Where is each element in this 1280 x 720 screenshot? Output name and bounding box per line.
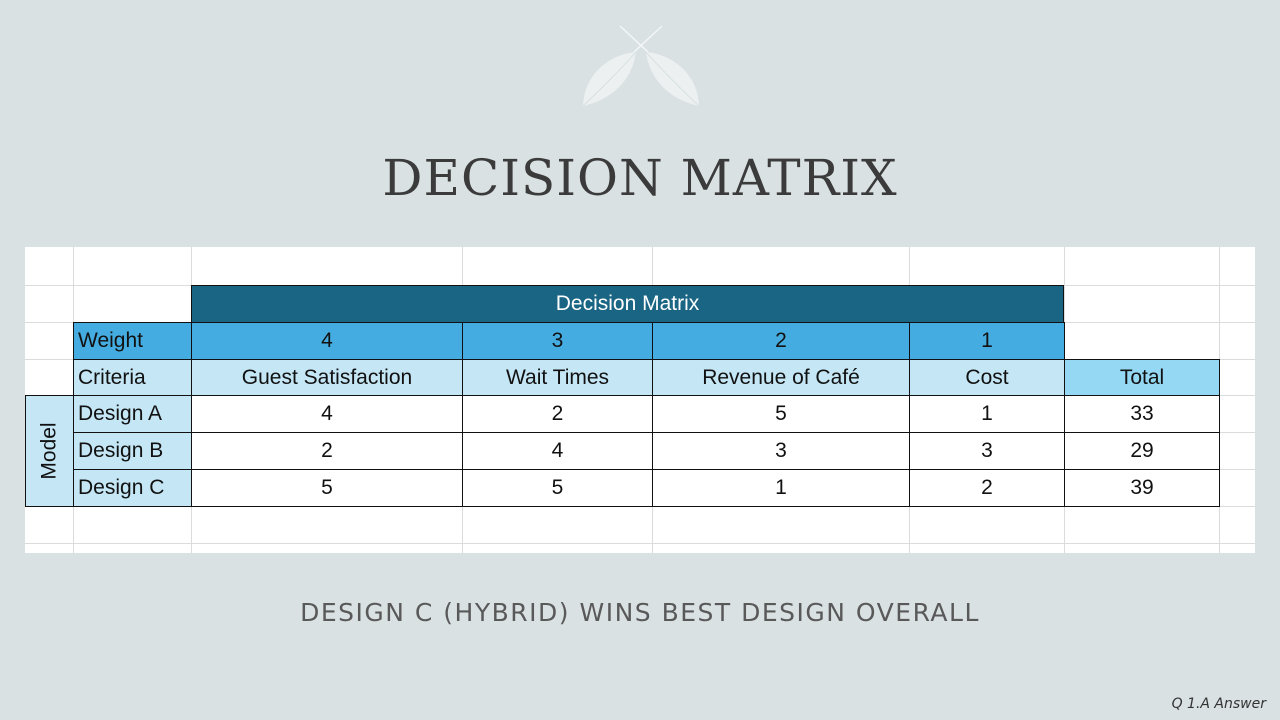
total-cell: 33 xyxy=(1064,395,1220,433)
score-cell: 5 xyxy=(191,469,463,507)
weight-value: 2 xyxy=(652,322,910,360)
score-cell: 2 xyxy=(191,432,463,470)
spreadsheet-image: Decision Matrix Weight 4 3 2 1 Criteria … xyxy=(25,247,1255,553)
score-cell: 4 xyxy=(462,432,653,470)
weight-value: 4 xyxy=(191,322,463,360)
total-header: Total xyxy=(1064,359,1220,396)
slide-title: DECISION MATRIX xyxy=(382,149,898,207)
score-cell: 2 xyxy=(462,395,653,433)
weight-value: 3 xyxy=(462,322,653,360)
design-name: Design A xyxy=(73,395,192,433)
model-label: Model xyxy=(37,422,61,480)
total-cell: 39 xyxy=(1064,469,1220,507)
leaf-logo-icon xyxy=(582,25,700,107)
total-cell: 29 xyxy=(1064,432,1220,470)
slide-footnote: Q 1.A Answer xyxy=(1171,696,1266,712)
score-cell: 1 xyxy=(652,469,910,507)
score-cell: 5 xyxy=(462,469,653,507)
score-cell: 3 xyxy=(909,432,1065,470)
score-cell: 1 xyxy=(909,395,1065,433)
weight-value: 1 xyxy=(909,322,1065,360)
slide-subtitle: DESIGN C (HYBRID) WINS BEST DESIGN OVERA… xyxy=(300,598,980,627)
model-label-cell: Model xyxy=(25,395,74,507)
design-name: Design C xyxy=(73,469,192,507)
score-cell: 5 xyxy=(652,395,910,433)
criteria-header: Wait Times xyxy=(462,359,653,396)
score-cell: 4 xyxy=(191,395,463,433)
criteria-label: Criteria xyxy=(73,359,192,396)
criteria-header: Revenue of Café xyxy=(652,359,910,396)
matrix-title: Decision Matrix xyxy=(191,285,1064,323)
score-cell: 3 xyxy=(652,432,910,470)
criteria-header: Guest Satisfaction xyxy=(191,359,463,396)
weight-label: Weight xyxy=(73,322,192,360)
criteria-header: Cost xyxy=(909,359,1065,396)
score-cell: 2 xyxy=(909,469,1065,507)
design-name: Design B xyxy=(73,432,192,470)
